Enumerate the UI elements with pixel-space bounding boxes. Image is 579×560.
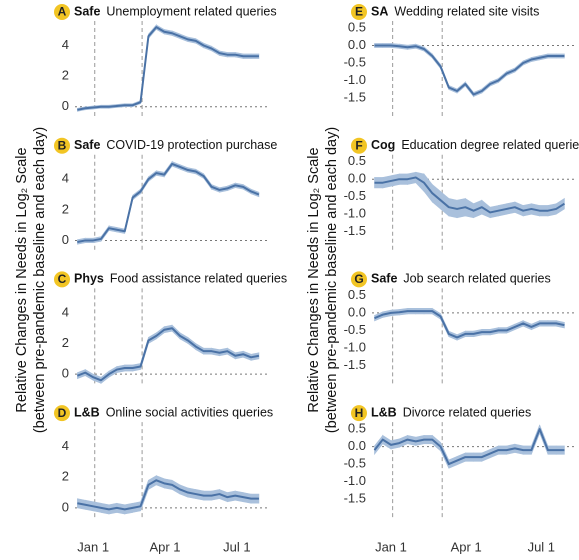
- y-tick-label: 0.0: [348, 304, 366, 319]
- y-tick-label: -1.5: [344, 223, 366, 238]
- panel-letter: E: [355, 5, 363, 19]
- line: [77, 26, 259, 111]
- y-tick-label: 0: [62, 366, 69, 381]
- line: [77, 327, 260, 382]
- panel-badge: [54, 4, 70, 20]
- y-tick-label: 0.0: [348, 37, 366, 52]
- y-tick-label: 0.0: [348, 438, 366, 453]
- y-tick-label: -1.0: [344, 72, 366, 87]
- panel-category: Cog: [371, 138, 395, 152]
- y-tick-label: 0.5: [348, 421, 366, 436]
- y-tick-label: 0.5: [348, 19, 366, 34]
- panel-badge: [351, 271, 367, 288]
- y-axis-label: (between pre-pandemic baseline and each …: [32, 127, 48, 433]
- panel-category: Safe: [74, 138, 100, 152]
- y-tick-label: 0.5: [348, 153, 366, 168]
- y-tick-label: -0.5: [344, 188, 366, 203]
- y-tick-label: -1.0: [344, 339, 366, 354]
- y-tick-label: -1.5: [344, 89, 366, 104]
- line: [374, 176, 565, 214]
- panel-category: L&B: [371, 405, 397, 419]
- y-tick-label: 2: [62, 201, 69, 216]
- y-tick-label: 2: [62, 335, 69, 350]
- y-tick-label: 0.0: [348, 171, 366, 186]
- y-axis-label: Relative Changes in Needs in Log₂ Scale: [306, 147, 322, 412]
- line: [77, 162, 260, 243]
- panel-title: Food assistance related queries: [110, 272, 287, 286]
- y-tick-label: 0: [62, 499, 69, 514]
- y-tick-label: 2: [62, 469, 69, 484]
- panel-letter: B: [58, 138, 67, 152]
- panel-title: Unemployment related queries: [106, 4, 276, 18]
- y-tick-label: -1.0: [344, 473, 366, 488]
- y-tick-label: 2: [62, 68, 69, 83]
- panel-category: Safe: [371, 272, 397, 286]
- y-tick-label: -0.5: [344, 322, 366, 337]
- y-tick-label: -1.0: [344, 206, 366, 221]
- y-tick-label: 4: [62, 171, 69, 186]
- panel-letter: C: [58, 272, 67, 286]
- panel-category: SA: [371, 4, 388, 18]
- panel-letter: G: [354, 272, 363, 286]
- y-axis-label: (between pre-pandemic baseline and each …: [324, 127, 340, 433]
- y-tick-label: 4: [62, 304, 69, 319]
- line: [77, 479, 259, 511]
- x-tick-label: Jul 1: [223, 539, 250, 554]
- x-tick-label: Jan 1: [77, 539, 109, 554]
- panel-badge: [54, 271, 70, 288]
- panel-title: Divorce related queries: [403, 405, 532, 419]
- x-tick-label: Jan 1: [375, 539, 407, 554]
- x-tick-label: Apr 1: [451, 539, 482, 554]
- y-axis-label: Relative Changes in Needs in Log₂ Scale: [14, 147, 30, 412]
- line: [374, 310, 565, 339]
- panel-badge: [54, 405, 70, 422]
- panel-letter: D: [58, 406, 67, 420]
- panel-badge: [351, 137, 367, 154]
- panel-badge: [351, 405, 367, 422]
- y-tick-label: 0: [62, 232, 69, 247]
- panel-title: Wedding related site visits: [394, 4, 539, 18]
- panel-title: Education degree related queries: [401, 138, 579, 152]
- y-tick-label: 0.5: [348, 287, 366, 302]
- line: [373, 428, 565, 466]
- panel-letter: H: [355, 406, 364, 420]
- y-tick-label: -0.5: [344, 456, 366, 471]
- panel-category: Safe: [74, 4, 100, 18]
- panel-category: L&B: [74, 405, 100, 419]
- panel-badge: [351, 4, 367, 20]
- panel-letter: A: [58, 5, 67, 19]
- y-tick-label: 0: [62, 98, 69, 113]
- panel-badge: [54, 137, 70, 154]
- line: [374, 44, 565, 96]
- y-tick-label: 4: [62, 37, 69, 52]
- y-tick-label: 4: [62, 438, 69, 453]
- y-tick-label: -1.5: [344, 491, 366, 506]
- y-tick-label: -0.5: [344, 54, 366, 69]
- panel-category: Phys: [74, 272, 104, 286]
- panel-letter: F: [355, 138, 362, 152]
- panel-title: Job search related queries: [403, 272, 550, 286]
- panel-title: COVID-19 protection purchase: [106, 138, 277, 152]
- x-tick-label: Apr 1: [149, 539, 180, 554]
- panel-title: Online social activities queries: [106, 405, 273, 419]
- x-tick-label: Jul 1: [528, 539, 555, 554]
- y-tick-label: -1.5: [344, 357, 366, 372]
